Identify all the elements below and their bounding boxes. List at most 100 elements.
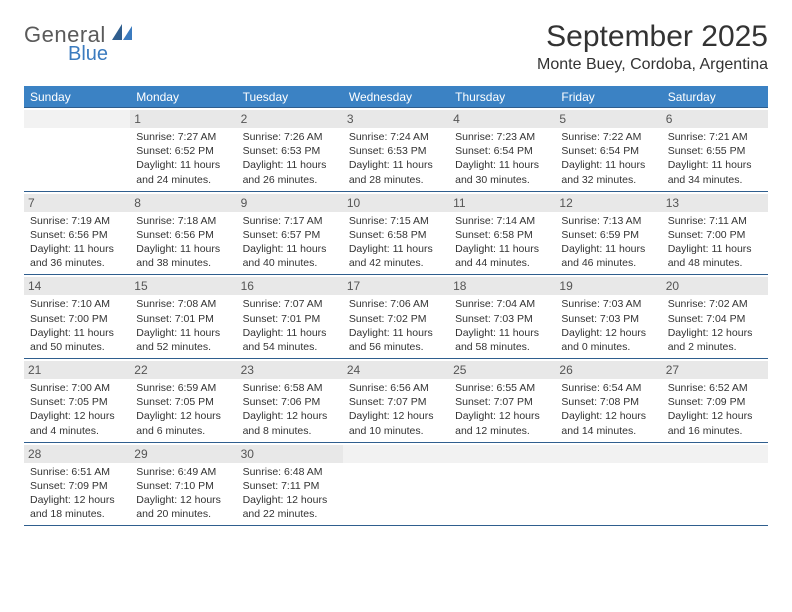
sunset-text: Sunset: 6:58 PM <box>455 228 549 242</box>
day-number: 9 <box>237 194 343 212</box>
day-number: 2 <box>237 110 343 128</box>
day-cell: 30 Sunrise: 6:48 AMSunset: 7:11 PMDayligh… <box>237 443 343 527</box>
day-detail: Sunrise: 6:52 AMSunset: 7:09 PMDaylight:… <box>668 381 762 438</box>
sunrise-text: Sunrise: 7:07 AM <box>243 297 337 311</box>
sunrise-text: Sunrise: 7:15 AM <box>349 214 443 228</box>
day-detail: Sunrise: 6:54 AMSunset: 7:08 PMDaylight:… <box>561 381 655 438</box>
day-number: 4 <box>449 110 555 128</box>
day-number: 13 <box>662 194 768 212</box>
day-header-row: Sunday Monday Tuesday Wednesday Thursday… <box>24 86 768 108</box>
day-cell: 19Sunrise: 7:03 AMSunset: 7:03 PMDayligh… <box>555 275 661 359</box>
sunrise-text: Sunrise: 7:13 AM <box>561 214 655 228</box>
day-header: Thursday <box>449 86 555 108</box>
day-detail: Sunrise: 7:22 AMSunset: 6:54 PMDaylight:… <box>561 130 655 187</box>
daylight-text: Daylight: 11 hours and 36 minutes. <box>30 242 124 270</box>
daylight-text: Daylight: 12 hours and 12 minutes. <box>455 409 549 437</box>
day-detail: Sunrise: 7:07 AMSunset: 7:01 PMDaylight:… <box>243 297 337 354</box>
daylight-text: Daylight: 11 hours and 46 minutes. <box>561 242 655 270</box>
week-row: 1Sunrise: 7:27 AMSunset: 6:52 PMDaylight… <box>24 108 768 192</box>
day-detail: Sunrise: 7:00 AMSunset: 7:05 PMDaylight:… <box>30 381 124 438</box>
sunrise-text: Sunrise: 6:52 AM <box>668 381 762 395</box>
day-detail: Sunrise: 7:18 AMSunset: 6:56 PMDaylight:… <box>136 214 230 271</box>
day-cell: 11Sunrise: 7:14 AMSunset: 6:58 PMDayligh… <box>449 192 555 276</box>
daylight-text: Daylight: 11 hours and 24 minutes. <box>136 158 230 186</box>
daylight-text: Daylight: 12 hours and 2 minutes. <box>668 326 762 354</box>
brand-word-2: Blue <box>68 44 134 64</box>
day-number: 29 <box>130 445 236 463</box>
day-number: 14 <box>24 277 130 295</box>
daylight-text: Daylight: 12 hours and 8 minutes. <box>243 409 337 437</box>
sunrise-text: Sunrise: 7:00 AM <box>30 381 124 395</box>
daylight-text: Daylight: 12 hours and 20 minutes. <box>136 493 230 521</box>
day-detail: Sunrise: 7:19 AMSunset: 6:56 PMDaylight:… <box>30 214 124 271</box>
day-number: 18 <box>449 277 555 295</box>
sunrise-text: Sunrise: 7:14 AM <box>455 214 549 228</box>
brand-text: General Blue <box>24 24 134 64</box>
daylight-text: Daylight: 11 hours and 48 minutes. <box>668 242 762 270</box>
day-header: Saturday <box>662 86 768 108</box>
sunrise-text: Sunrise: 7:17 AM <box>243 214 337 228</box>
day-cell: 21Sunrise: 7:00 AMSunset: 7:05 PMDayligh… <box>24 359 130 443</box>
sunrise-text: Sunrise: 6:55 AM <box>455 381 549 395</box>
sunset-text: Sunset: 7:10 PM <box>136 479 230 493</box>
sunset-text: Sunset: 6:57 PM <box>243 228 337 242</box>
day-detail: Sunrise: 7:13 AMSunset: 6:59 PMDaylight:… <box>561 214 655 271</box>
sunrise-text: Sunrise: 6:48 AM <box>243 465 337 479</box>
sunrise-text: Sunrise: 7:06 AM <box>349 297 443 311</box>
day-detail: Sunrise: 7:10 AMSunset: 7:00 PMDaylight:… <box>30 297 124 354</box>
week-row: 14 Sunrise: 7:10 AMSunset: 7:00 PMDayligh… <box>24 275 768 359</box>
day-number: 23 <box>237 361 343 379</box>
day-cell: 17Sunrise: 7:06 AMSunset: 7:02 PMDayligh… <box>343 275 449 359</box>
daylight-text: Daylight: 12 hours and 22 minutes. <box>243 493 337 521</box>
sunrise-text: Sunrise: 7:24 AM <box>349 130 443 144</box>
sunset-text: Sunset: 7:09 PM <box>668 395 762 409</box>
day-detail: Sunrise: 7:08 AMSunset: 7:01 PMDaylight:… <box>136 297 230 354</box>
sunset-text: Sunset: 6:58 PM <box>349 228 443 242</box>
day-detail: Sunrise: 6:56 AMSunset: 7:07 PMDaylight:… <box>349 381 443 438</box>
daylight-text: Daylight: 11 hours and 44 minutes. <box>455 242 549 270</box>
daylight-text: Daylight: 11 hours and 34 minutes. <box>668 158 762 186</box>
day-cell: 1Sunrise: 7:27 AMSunset: 6:52 PMDaylight… <box>130 108 236 192</box>
day-header: Monday <box>130 86 236 108</box>
daylight-text: Daylight: 11 hours and 38 minutes. <box>136 242 230 270</box>
day-cell: 26Sunrise: 6:54 AMSunset: 7:08 PMDayligh… <box>555 359 661 443</box>
day-number: 12 <box>555 194 661 212</box>
sunrise-text: Sunrise: 7:10 AM <box>30 297 124 311</box>
sunset-text: Sunset: 7:03 PM <box>561 312 655 326</box>
day-detail: Sunrise: 7:21 AMSunset: 6:55 PMDaylight:… <box>668 130 762 187</box>
sunset-text: Sunset: 7:00 PM <box>668 228 762 242</box>
day-number: 8 <box>130 194 236 212</box>
day-number: 30 <box>237 445 343 463</box>
day-detail: Sunrise: 6:55 AMSunset: 7:07 PMDaylight:… <box>455 381 549 438</box>
sunset-text: Sunset: 7:05 PM <box>30 395 124 409</box>
sunset-text: Sunset: 7:09 PM <box>30 479 124 493</box>
daylight-text: Daylight: 11 hours and 52 minutes. <box>136 326 230 354</box>
sunrise-text: Sunrise: 7:03 AM <box>561 297 655 311</box>
daylight-text: Daylight: 11 hours and 28 minutes. <box>349 158 443 186</box>
daylight-text: Daylight: 11 hours and 42 minutes. <box>349 242 443 270</box>
day-cell: 15Sunrise: 7:08 AMSunset: 7:01 PMDayligh… <box>130 275 236 359</box>
sunset-text: Sunset: 6:55 PM <box>668 144 762 158</box>
sunrise-text: Sunrise: 6:49 AM <box>136 465 230 479</box>
day-cell: 28Sunrise: 6:51 AMSunset: 7:09 PMDayligh… <box>24 443 130 527</box>
day-cell: 2 Sunrise: 7:26 AMSunset: 6:53 PMDaylight… <box>237 108 343 192</box>
day-cell: 20Sunrise: 7:02 AMSunset: 7:04 PMDayligh… <box>662 275 768 359</box>
day-detail: Sunrise: 6:48 AMSunset: 7:11 PMDaylight:… <box>243 465 337 522</box>
sunset-text: Sunset: 6:54 PM <box>561 144 655 158</box>
day-number: 3 <box>343 110 449 128</box>
day-cell: 22Sunrise: 6:59 AMSunset: 7:05 PMDayligh… <box>130 359 236 443</box>
day-header: Tuesday <box>237 86 343 108</box>
calendar-page: General Blue September 2025 Monte Buey, … <box>0 0 792 612</box>
sunrise-text: Sunrise: 7:11 AM <box>668 214 762 228</box>
day-detail: Sunrise: 7:23 AMSunset: 6:54 PMDaylight:… <box>455 130 549 187</box>
day-header: Friday <box>555 86 661 108</box>
sunset-text: Sunset: 6:52 PM <box>136 144 230 158</box>
daylight-text: Daylight: 11 hours and 50 minutes. <box>30 326 124 354</box>
day-cell: 6Sunrise: 7:21 AMSunset: 6:55 PMDaylight… <box>662 108 768 192</box>
day-cell: 14 Sunrise: 7:10 AMSunset: 7:00 PMDayligh… <box>24 275 130 359</box>
day-detail: Sunrise: 7:17 AMSunset: 6:57 PMDaylight:… <box>243 214 337 271</box>
sunset-text: Sunset: 7:04 PM <box>668 312 762 326</box>
day-cell: 29 Sunrise: 6:49 AMSunset: 7:10 PMDayligh… <box>130 443 236 527</box>
day-detail: Sunrise: 7:26 AMSunset: 6:53 PMDaylight:… <box>243 130 337 187</box>
sunrise-text: Sunrise: 7:18 AM <box>136 214 230 228</box>
